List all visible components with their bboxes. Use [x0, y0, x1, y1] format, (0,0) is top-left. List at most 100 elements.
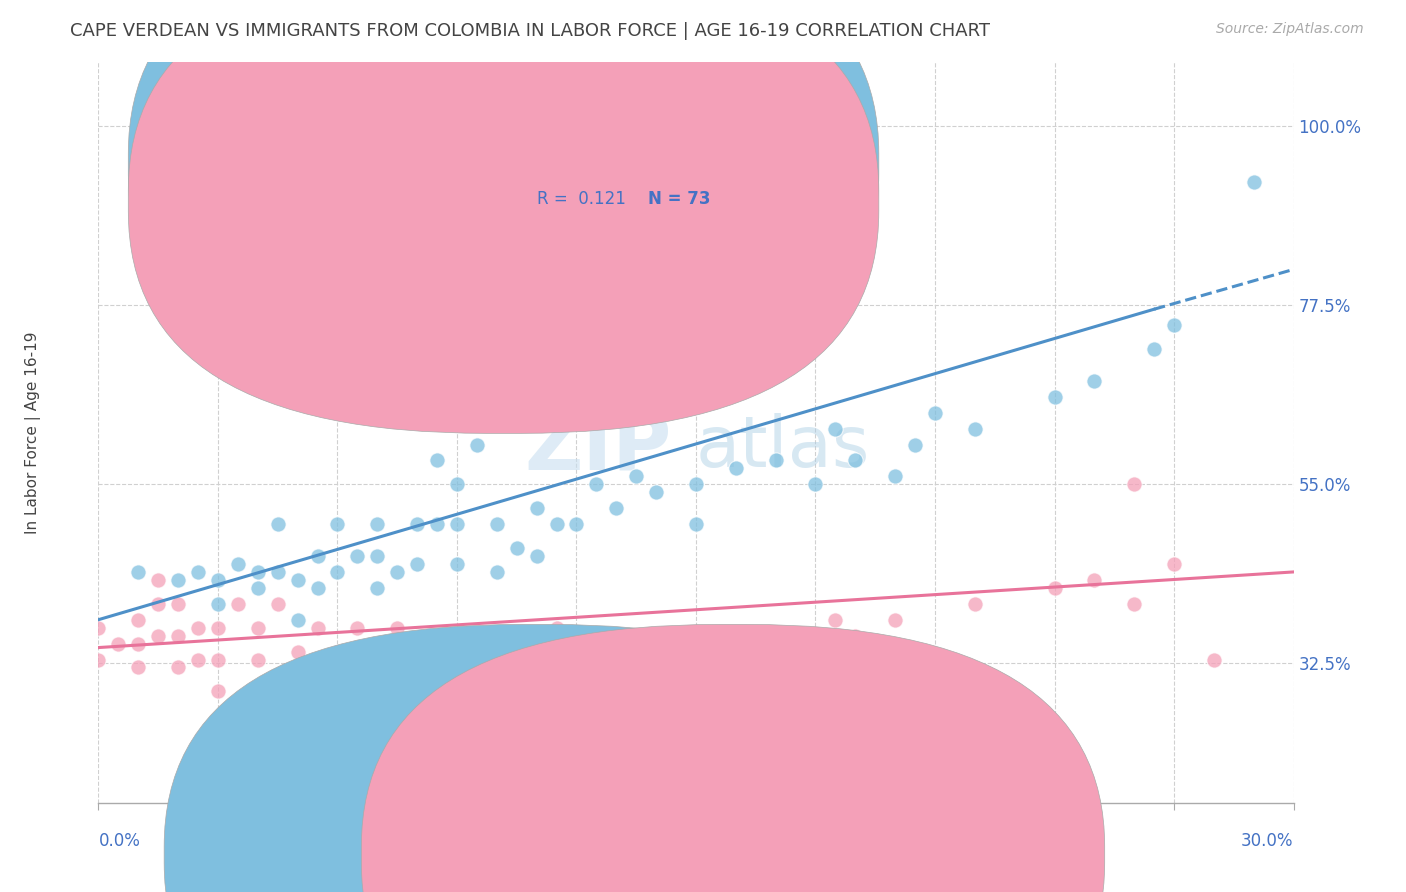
Text: R = 0.328: R = 0.328	[537, 153, 620, 171]
Point	[127, 613, 149, 627]
Point	[326, 700, 349, 714]
Point	[1143, 342, 1166, 356]
Point	[804, 477, 827, 491]
Text: Immigrants from Colombia: Immigrants from Colombia	[756, 846, 960, 861]
Point	[406, 517, 429, 532]
Point	[446, 780, 468, 794]
Point	[246, 621, 269, 635]
Point	[267, 517, 290, 532]
Text: CAPE VERDEAN VS IMMIGRANTS FROM COLOMBIA IN LABOR FORCE | AGE 16-19 CORRELATION : CAPE VERDEAN VS IMMIGRANTS FROM COLOMBIA…	[70, 22, 990, 40]
Point	[287, 644, 309, 658]
Text: R =  0.121: R = 0.121	[537, 190, 626, 209]
Point	[207, 684, 229, 698]
Point	[346, 549, 368, 563]
Point	[824, 613, 846, 627]
Point	[765, 637, 787, 651]
Point	[485, 684, 508, 698]
Point	[485, 652, 508, 666]
Point	[426, 517, 449, 532]
Point	[904, 437, 927, 451]
Point	[526, 684, 548, 698]
Point	[724, 461, 747, 475]
Point	[385, 342, 409, 356]
Point	[465, 437, 488, 451]
Point	[167, 660, 190, 674]
Text: N = 57: N = 57	[648, 153, 710, 171]
Point	[485, 517, 508, 532]
Point	[207, 652, 229, 666]
Point	[246, 581, 269, 595]
Point	[406, 796, 429, 810]
Point	[465, 629, 488, 643]
Point	[167, 629, 190, 643]
Text: 0.0%: 0.0%	[98, 832, 141, 850]
Point	[526, 549, 548, 563]
Text: In Labor Force | Age 16-19: In Labor Force | Age 16-19	[25, 331, 41, 534]
Text: Cape Verdeans: Cape Verdeans	[558, 846, 673, 861]
Point	[605, 684, 627, 698]
Point	[406, 660, 429, 674]
Point	[844, 629, 866, 643]
Point	[167, 597, 190, 611]
Point	[287, 700, 309, 714]
Point	[526, 652, 548, 666]
Point	[605, 501, 627, 516]
Point	[326, 644, 349, 658]
Point	[366, 581, 388, 595]
Point	[485, 565, 508, 579]
Point	[326, 517, 349, 532]
Point	[87, 621, 110, 635]
Point	[645, 485, 668, 500]
FancyBboxPatch shape	[165, 624, 907, 892]
Point	[366, 549, 388, 563]
Point	[226, 557, 249, 571]
Point	[246, 565, 269, 579]
Point	[226, 597, 249, 611]
Point	[585, 629, 607, 643]
Point	[346, 621, 368, 635]
Point	[924, 406, 946, 420]
Text: atlas: atlas	[696, 413, 870, 482]
FancyBboxPatch shape	[470, 136, 744, 229]
Point	[665, 644, 688, 658]
FancyBboxPatch shape	[361, 624, 1105, 892]
Point	[385, 565, 409, 579]
Point	[127, 565, 149, 579]
Text: N = 73: N = 73	[648, 190, 710, 209]
Point	[506, 541, 529, 555]
Point	[446, 652, 468, 666]
Point	[207, 573, 229, 587]
Text: Source: ZipAtlas.com: Source: ZipAtlas.com	[1216, 22, 1364, 37]
Point	[366, 676, 388, 690]
Point	[326, 676, 349, 690]
Point	[765, 453, 787, 467]
Point	[446, 477, 468, 491]
FancyBboxPatch shape	[128, 0, 879, 396]
Point	[1083, 573, 1105, 587]
Point	[1123, 477, 1146, 491]
Point	[426, 453, 449, 467]
Point	[585, 477, 607, 491]
Point	[1123, 597, 1146, 611]
Point	[127, 660, 149, 674]
Point	[207, 621, 229, 635]
Point	[1043, 390, 1066, 404]
Point	[446, 557, 468, 571]
Point	[685, 477, 707, 491]
Point	[824, 422, 846, 436]
Point	[804, 637, 827, 651]
Point	[127, 637, 149, 651]
Point	[704, 644, 727, 658]
Point	[626, 652, 648, 666]
Point	[366, 517, 388, 532]
Point	[167, 573, 190, 587]
Point	[844, 453, 866, 467]
Point	[267, 597, 290, 611]
Text: 30.0%: 30.0%	[1241, 832, 1294, 850]
Point	[1243, 175, 1265, 189]
Point	[446, 684, 468, 698]
Point	[884, 613, 907, 627]
Point	[246, 652, 269, 666]
Point	[963, 422, 986, 436]
Point	[148, 597, 170, 611]
